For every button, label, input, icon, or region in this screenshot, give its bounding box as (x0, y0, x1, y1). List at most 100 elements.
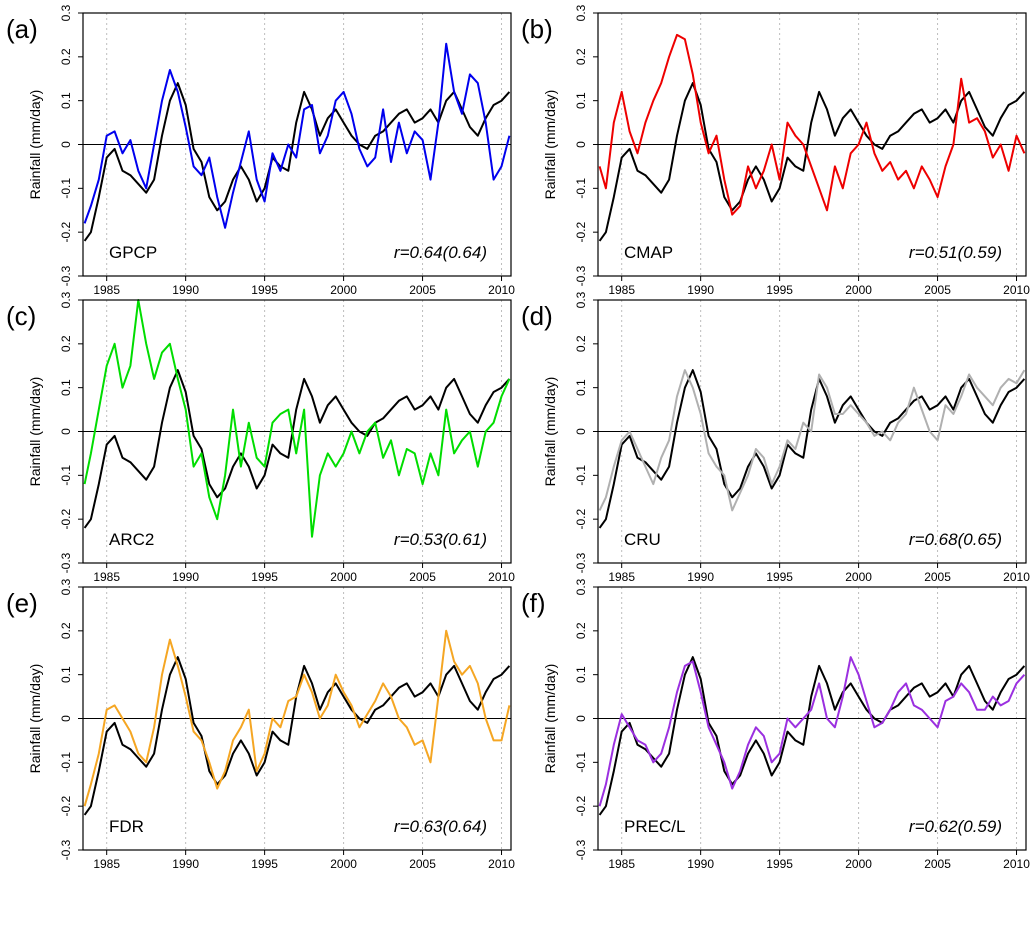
series-line-dataset (83, 42, 511, 229)
y-tick-label: 0 (574, 715, 588, 722)
x-tick-label: 2000 (845, 570, 872, 584)
x-tick-label: 2000 (330, 283, 357, 297)
dataset-label: ARC2 (109, 530, 154, 549)
series-line-reference (83, 369, 511, 529)
correlation-annotation: r=0.64(0.64) (394, 243, 487, 262)
correlation-annotation: r=0.68(0.65) (909, 530, 1002, 549)
x-tick-label: 1995 (766, 283, 793, 297)
dataset-label: PREC/L (624, 817, 685, 836)
y-tick-label: -0.2 (574, 509, 588, 530)
y-tick-label: -0.3 (574, 265, 588, 286)
series-line-dataset (83, 629, 511, 807)
y-tick-label: 0.2 (574, 335, 588, 352)
panel-label: (c) (6, 301, 36, 331)
y-axis-label: Rainfall (mm/day) (542, 90, 558, 200)
y-tick-label: -0.2 (574, 796, 588, 817)
y-tick-label: -0.2 (59, 509, 73, 530)
panel-label: (f) (521, 588, 546, 618)
x-tick-label: 2005 (409, 570, 436, 584)
correlation-annotation: r=0.62(0.59) (909, 817, 1002, 836)
series-line-dataset (83, 299, 511, 538)
x-tick-label: 2000 (330, 570, 357, 584)
x-tick-label: 1990 (172, 570, 199, 584)
x-tick-label: 1990 (687, 570, 714, 584)
x-tick-label: 1995 (251, 570, 278, 584)
x-tick-label: 1990 (172, 283, 199, 297)
series-line-reference (598, 656, 1026, 816)
y-axis-label: Rainfall (mm/day) (542, 377, 558, 487)
x-tick-label: 2010 (488, 570, 515, 584)
panel-a: 1985 1990 1995 2000 2005 2010 -0.3 -0.2 -0.1 0 0.1… (6, 4, 515, 297)
x-tick-label: 2005 (924, 570, 951, 584)
panel-f: 1985 1990 1995 2000 2005 2010 -0.3 -0.2 -0.1 0 0.1… (521, 578, 1030, 871)
y-tick-label: 0.1 (59, 92, 73, 109)
y-tick-label: 0 (59, 715, 73, 722)
x-tick-label: 1995 (251, 857, 278, 871)
x-tick-label: 1990 (687, 283, 714, 297)
y-tick-label: 0.2 (59, 622, 73, 639)
series-line-reference (83, 656, 511, 816)
x-tick-label: 1990 (687, 857, 714, 871)
y-tick-label: -0.1 (59, 752, 73, 773)
series-line-dataset (598, 656, 1026, 807)
x-tick-label: 1990 (172, 857, 199, 871)
y-tick-label: 0 (59, 141, 73, 148)
x-tick-label: 1995 (251, 283, 278, 297)
x-tick-label: 2010 (1003, 283, 1030, 297)
dataset-label: CRU (624, 530, 661, 549)
y-axis-label: Rainfall (mm/day) (27, 90, 43, 200)
y-tick-label: 0.2 (574, 48, 588, 65)
panel-label: (a) (6, 14, 38, 44)
y-tick-label: 0.3 (59, 578, 73, 595)
y-tick-label: 0.3 (59, 4, 73, 21)
y-tick-label: -0.1 (574, 178, 588, 199)
x-tick-label: 1985 (608, 857, 635, 871)
y-tick-label: -0.2 (59, 796, 73, 817)
dataset-label: GPCP (109, 243, 157, 262)
y-tick-label: -0.2 (574, 222, 588, 243)
y-tick-label: -0.1 (59, 178, 73, 199)
y-tick-label: 0.1 (59, 666, 73, 683)
x-tick-label: 1995 (766, 570, 793, 584)
dataset-label: CMAP (624, 243, 673, 262)
series-line-reference (598, 82, 1026, 242)
correlation-annotation: r=0.63(0.64) (394, 817, 487, 836)
correlation-annotation: r=0.53(0.61) (394, 530, 487, 549)
y-tick-label: 0.2 (574, 622, 588, 639)
y-tick-label: 0.1 (59, 379, 73, 396)
series-line-dataset (598, 33, 1026, 216)
y-tick-label: 0 (59, 428, 73, 435)
panel-label: (b) (521, 14, 553, 44)
series-line-reference (83, 82, 511, 242)
y-tick-label: 0.1 (574, 666, 588, 683)
x-tick-label: 1985 (608, 283, 635, 297)
x-tick-label: 2010 (488, 283, 515, 297)
y-axis-label: Rainfall (mm/day) (27, 664, 43, 774)
y-tick-label: 0.3 (59, 291, 73, 308)
y-tick-label: 0 (574, 141, 588, 148)
x-tick-label: 1985 (93, 857, 120, 871)
y-tick-label: 0.1 (574, 379, 588, 396)
y-tick-label: -0.3 (59, 265, 73, 286)
y-tick-label: -0.1 (574, 752, 588, 773)
x-tick-label: 2000 (845, 857, 872, 871)
y-tick-label: 0.1 (574, 92, 588, 109)
correlation-annotation: r=0.51(0.59) (909, 243, 1002, 262)
x-tick-label: 2010 (1003, 570, 1030, 584)
panel-label: (e) (6, 588, 38, 618)
panel-c: 1985 1990 1995 2000 2005 2010 -0.3 -0.2 -0.1 0 0.1… (6, 291, 515, 584)
y-tick-label: 0.2 (59, 48, 73, 65)
y-tick-label: -0.3 (574, 839, 588, 860)
y-tick-label: 0 (574, 428, 588, 435)
y-tick-label: 0.3 (574, 4, 588, 21)
y-axis-label: Rainfall (mm/day) (27, 377, 43, 487)
panel-label: (d) (521, 301, 553, 331)
y-axis-label: Rainfall (mm/day) (542, 664, 558, 774)
x-tick-label: 2010 (488, 857, 515, 871)
x-tick-label: 2005 (924, 283, 951, 297)
x-tick-label: 2005 (409, 283, 436, 297)
y-tick-label: 0.3 (574, 291, 588, 308)
x-tick-label: 1995 (766, 857, 793, 871)
x-tick-label: 1985 (608, 570, 635, 584)
